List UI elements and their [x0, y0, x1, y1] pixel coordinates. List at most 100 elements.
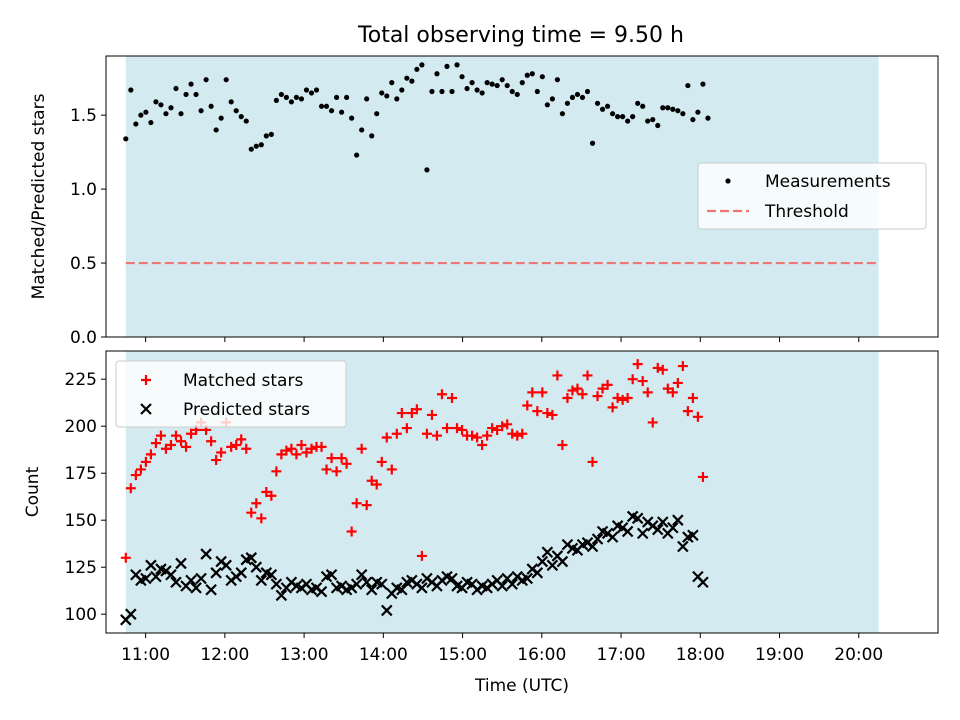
y-tick-label: 1.5: [70, 106, 97, 126]
predicted-star-point: [315, 585, 328, 598]
matched-star-point: [421, 428, 432, 439]
measurement-point: [168, 105, 174, 111]
matched-star-point: [371, 479, 382, 490]
measurement-point: [163, 111, 169, 117]
matched-star-point: [226, 441, 237, 452]
matched-star-point: [216, 447, 227, 458]
matched-star-point: [477, 440, 488, 450]
legend-measurements-label: Measurements: [765, 172, 891, 192]
measurement-point: [499, 77, 505, 83]
matched-star-point: [682, 406, 693, 417]
measurement-point: [123, 136, 129, 142]
measurement-point: [344, 94, 350, 101]
measurement-point: [635, 100, 641, 106]
measurement-point: [559, 111, 566, 117]
measurement-point: [303, 87, 310, 93]
measurement-point: [313, 87, 320, 93]
measurement-point: [173, 85, 179, 92]
predicted-star-point: [265, 568, 278, 581]
predicted-star-point: [200, 548, 212, 560]
measurement-point: [379, 90, 385, 96]
matched-star-point: [396, 408, 407, 419]
measurement-point: [178, 111, 184, 117]
measurement-point: [409, 78, 415, 84]
matched-star-point: [256, 513, 267, 524]
measurement-point: [670, 106, 676, 112]
matched-star-point: [487, 423, 498, 434]
measurement-point: [630, 114, 636, 120]
ratio-panel: 0.0 0.5 1.0 1.5 Matched/Predicted stars Mea…: [29, 55, 939, 348]
predicted-star-point: [541, 546, 554, 558]
predicted-star-point: [621, 525, 634, 538]
predicted-star-point: [205, 583, 217, 596]
predicted-star-point: [556, 555, 569, 568]
x-tick-label: 18:00: [676, 645, 725, 665]
predicted-star-point: [667, 521, 679, 534]
matched-star-point: [261, 487, 272, 497]
predicted-star-point: [506, 578, 519, 590]
matched-star-point: [692, 411, 703, 422]
matched-star-point: [567, 385, 578, 396]
matched-star-point: [135, 464, 146, 475]
y-tick-label: 0.0: [70, 328, 97, 348]
matched-star-point: [657, 364, 668, 375]
matched-star-point: [145, 449, 156, 460]
matched-star-point: [472, 432, 483, 443]
measurement-point: [469, 80, 475, 86]
measurement-point: [434, 71, 440, 77]
matched-star-point: [291, 449, 302, 460]
matched-star-point: [356, 443, 367, 454]
count-panel-frame: [105, 350, 939, 634]
predicted-star-point: [631, 512, 644, 525]
predicted-star-point: [170, 576, 182, 589]
measurement-point: [213, 127, 219, 133]
measurement-point: [695, 109, 701, 115]
measurement-point: [690, 116, 696, 123]
predicted-star-point: [591, 533, 604, 545]
legend-matched-swatch: [141, 375, 151, 385]
measurement-point: [609, 111, 616, 117]
predicted-star-point: [360, 576, 373, 589]
measurement-point: [308, 90, 315, 96]
matched-star-point: [617, 394, 628, 405]
predicted-star-point: [150, 570, 162, 583]
measurement-point: [359, 127, 365, 133]
matched-star-point: [452, 423, 463, 434]
legend-measurement-swatch: [725, 178, 731, 184]
matched-star-point: [552, 370, 563, 381]
measurement-point: [218, 115, 224, 121]
measurement-point: [369, 133, 375, 139]
measurement-point: [273, 97, 279, 103]
predicted-star-point: [355, 568, 368, 581]
matched-star-point: [522, 400, 533, 411]
measurement-point: [233, 108, 239, 114]
predicted-star-point: [220, 559, 232, 572]
measurement-point: [504, 82, 510, 89]
matched-star-point: [381, 432, 392, 443]
matched-star-point: [286, 443, 297, 454]
matched-star-point: [331, 466, 342, 477]
measurement-point: [414, 66, 420, 72]
measurement-point: [293, 94, 300, 101]
measurement-point: [675, 108, 681, 114]
count-y-axis-label: Count: [23, 466, 43, 517]
matched-star-point: [647, 417, 658, 428]
measurement-point: [594, 100, 601, 106]
measurement-point: [615, 114, 621, 120]
measurement-point: [328, 108, 335, 114]
predicted-star-point: [531, 567, 544, 579]
measurement-point: [660, 105, 666, 111]
measurement-point: [374, 111, 380, 117]
legend-threshold-label: Threshold: [764, 202, 849, 222]
measurement-point: [318, 103, 325, 109]
matched-star-point: [602, 379, 613, 390]
matched-star-point: [336, 453, 347, 464]
measurement-point: [655, 122, 661, 129]
x-tick-label: 20:00: [834, 645, 883, 665]
predicted-star-point: [125, 608, 137, 620]
matched-star-point: [170, 430, 181, 441]
matched-star-point: [241, 443, 252, 454]
matched-star-point: [186, 428, 197, 439]
predicted-star-point: [235, 567, 248, 579]
ratio-legend: Measurements Threshold: [697, 162, 927, 230]
